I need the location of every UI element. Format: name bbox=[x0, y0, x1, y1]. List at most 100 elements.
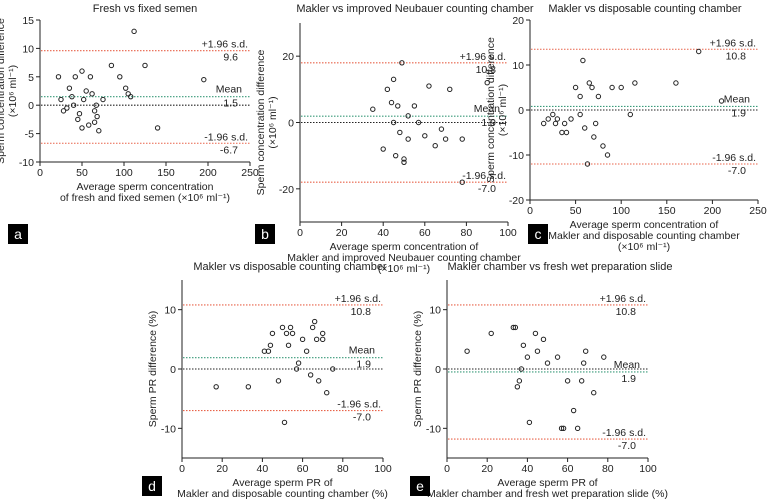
panel-d-upper-limit-value: 10.8 bbox=[351, 306, 372, 318]
panel-e-data-point bbox=[532, 330, 539, 337]
panel-c-data-point bbox=[632, 80, 638, 86]
panel-b-title: Makler vs improved Neubauer counting cha… bbox=[296, 3, 534, 15]
panel-a-data-point bbox=[79, 125, 85, 131]
panel-a-upper-limit-value: 9.6 bbox=[223, 52, 238, 64]
panel-e-y-axis-label: Sperm PR difference (%) bbox=[412, 311, 424, 428]
panel-d-upper-limit-label: +1.96 s.d. bbox=[335, 293, 381, 305]
panel-e-title: Makler chamber vs fresh wet preparation … bbox=[448, 261, 673, 273]
panel-e-data-point bbox=[534, 348, 541, 354]
panel-b-data-point bbox=[401, 156, 407, 162]
panel-b-letter-box bbox=[255, 224, 275, 244]
panel-b-upper-limit-label: +1.96 s.d. bbox=[460, 51, 506, 63]
panel-e-data-point bbox=[512, 324, 519, 331]
panel-c-data-point bbox=[554, 116, 561, 122]
panel-a-lower-limit-label: -1.96 s.d. bbox=[204, 131, 248, 143]
panel-b-data-point bbox=[395, 103, 401, 109]
panel-e-x-axis-label: Average sperm PR of bbox=[497, 477, 597, 489]
panel-c-title: Makler vs disposable counting chamber bbox=[548, 3, 742, 15]
panel-d-x-tick-label: 0 bbox=[179, 463, 185, 475]
panel-d-x-tick-label: 40 bbox=[257, 463, 269, 475]
panel-b-letter: b bbox=[261, 226, 269, 242]
panel-c-data-point bbox=[589, 84, 595, 91]
panel-c-x-axis-label: (×10⁶ ml⁻¹) bbox=[618, 241, 670, 253]
panel-c-letter: c bbox=[535, 226, 542, 242]
panel-d-data-point bbox=[281, 419, 288, 426]
panel-d-data-point bbox=[283, 330, 290, 337]
panel-b-x-tick-label: 100 bbox=[499, 227, 517, 239]
panel-c-lower-limit-label: -1.96 s.d. bbox=[712, 152, 756, 164]
panel-a-data-point bbox=[128, 93, 134, 100]
panel-c-lower-limit-value: -7.0 bbox=[728, 165, 746, 177]
panel-c-data-point bbox=[609, 84, 615, 91]
panel-c-y-axis-label: Sperm concentration difference bbox=[485, 37, 497, 183]
panel-a-letter: a bbox=[14, 226, 22, 242]
panel-e-data-point bbox=[540, 336, 547, 343]
panel-b-data-point bbox=[390, 119, 397, 126]
panel-a-title: Fresh vs fixed semen bbox=[93, 3, 198, 15]
panel-c-data-point bbox=[572, 84, 579, 91]
panel-d-data-point bbox=[245, 384, 252, 390]
panel-a-y-tick-label: 5 bbox=[28, 72, 34, 84]
panel-e-upper-limit-value: 10.8 bbox=[616, 306, 637, 318]
panel-c-mean-label: Mean bbox=[724, 93, 750, 105]
panel-b-data-point bbox=[447, 86, 453, 93]
panel-b-x-tick-label: 80 bbox=[461, 227, 473, 239]
panel-c-x-axis-label: Makler and disposable counting chamber bbox=[548, 230, 740, 242]
panel-e-data-point bbox=[580, 360, 587, 366]
panel-b-data-point bbox=[380, 146, 386, 152]
panel-a-data-point bbox=[80, 96, 87, 103]
panel-e-data-point bbox=[518, 366, 525, 372]
panel-e-x-tick-label: 100 bbox=[639, 463, 657, 475]
panel-b-data-point bbox=[459, 179, 465, 185]
panel-a-data-point bbox=[75, 116, 81, 123]
panel-c-data-point bbox=[568, 116, 574, 122]
panel-a-x-tick-label: 50 bbox=[76, 167, 88, 179]
panel-d-data-point bbox=[309, 324, 316, 331]
panel-c-data-point bbox=[696, 48, 702, 55]
panel-b-x-tick-label: 0 bbox=[297, 227, 303, 239]
panel-d-data-point bbox=[324, 390, 330, 396]
panel-c-upper-limit-value: 10.8 bbox=[726, 50, 747, 62]
panel-d-letter: d bbox=[148, 478, 156, 494]
panel-a-data-point bbox=[91, 119, 98, 125]
panel-a-data-point bbox=[122, 85, 129, 91]
panel-a-data-point bbox=[108, 62, 115, 69]
panel-a-x-axis-label: of fresh and fixed semen (×10⁶ ml⁻¹) bbox=[60, 192, 230, 204]
panel-a-data-point bbox=[58, 96, 64, 103]
panel-a-data-point bbox=[154, 125, 161, 131]
panel-c-x-tick-label: 150 bbox=[658, 205, 676, 217]
panel-a-data-point bbox=[201, 76, 207, 83]
panel-d-data-point bbox=[287, 324, 294, 331]
panel-c-data-point bbox=[545, 116, 551, 122]
panel-d-data-point bbox=[330, 366, 336, 372]
panel-c-letter-box bbox=[528, 224, 548, 244]
panel-c-data-point bbox=[595, 93, 602, 100]
panel-a-data-point bbox=[89, 91, 95, 97]
panel-e-letter: e bbox=[416, 478, 424, 494]
panel-e-data-point bbox=[516, 378, 523, 384]
panel-b-data-point bbox=[484, 80, 490, 86]
panel-d-lower-limit-value: -7.0 bbox=[353, 412, 371, 424]
panel-a-y-axis-label: Sperm concentration difference bbox=[0, 18, 7, 164]
panel-a-data-point bbox=[86, 122, 92, 128]
panel-c-data-point bbox=[582, 125, 588, 131]
panel-c-x-tick-label: 0 bbox=[527, 205, 533, 217]
panel-b-data-point bbox=[422, 133, 428, 139]
panel-c-data-point bbox=[550, 111, 556, 118]
panel-b-data-point bbox=[405, 113, 411, 119]
panel-c-y-tick-label: 0 bbox=[518, 105, 524, 117]
panel-c-y-tick-label: -20 bbox=[509, 195, 524, 207]
panel-d-data-point bbox=[267, 342, 274, 348]
panel-a-data-point bbox=[131, 28, 137, 35]
panel-e-mean-label: Mean bbox=[614, 359, 640, 371]
panel-b-data-point bbox=[438, 126, 445, 132]
panel-a-data-point bbox=[72, 74, 78, 80]
panel-c-data-point bbox=[580, 57, 586, 64]
panel-e-data-point bbox=[578, 378, 585, 384]
panel-b-data-point bbox=[388, 99, 395, 106]
panel-a-data-point bbox=[64, 105, 70, 111]
panel-a-x-axis-label: Average sperm concentration bbox=[77, 181, 214, 193]
panel-e-data-point bbox=[488, 330, 494, 337]
panel-b-data-point bbox=[397, 129, 403, 136]
